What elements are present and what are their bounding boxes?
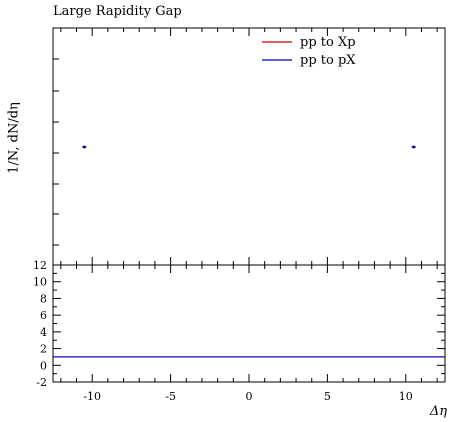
x-tick-label: 10 [399,390,413,403]
ratio-y-tick-label: 0 [40,359,47,372]
main-series-points [82,145,416,149]
ratio-y-tick-label: -2 [36,376,47,389]
ratio-plot-frame [52,264,446,383]
data-point-marker [82,145,86,149]
ratio-y-tick-label: 4 [40,326,47,339]
ratio-y-tick-label: 12 [33,259,47,272]
legend-label: pp to Xp [300,35,356,50]
x-axis-label: Δη [429,404,447,419]
legend-label: pp to pX [300,53,356,68]
data-point-marker [412,145,416,149]
ratio-y-tick-label: 10 [33,276,47,289]
ratio-y-tick-label: 6 [40,309,47,322]
axis-ticks: -10 -5 0 5 10 -2 0 2 4 6 8 10 12 [33,28,445,403]
x-tick-label: 0 [246,390,253,403]
x-tick-label: -10 [83,390,101,403]
ratio-y-tick-label: 8 [40,292,47,305]
ratio-y-tick-label: 2 [40,343,47,356]
main-plot-frame [52,27,446,266]
chart-title: Large Rapidity Gap [53,4,182,19]
legend: pp to Xp pp to pX [262,35,356,68]
x-tick-label: -5 [165,390,176,403]
x-tick-label: 5 [324,390,331,403]
